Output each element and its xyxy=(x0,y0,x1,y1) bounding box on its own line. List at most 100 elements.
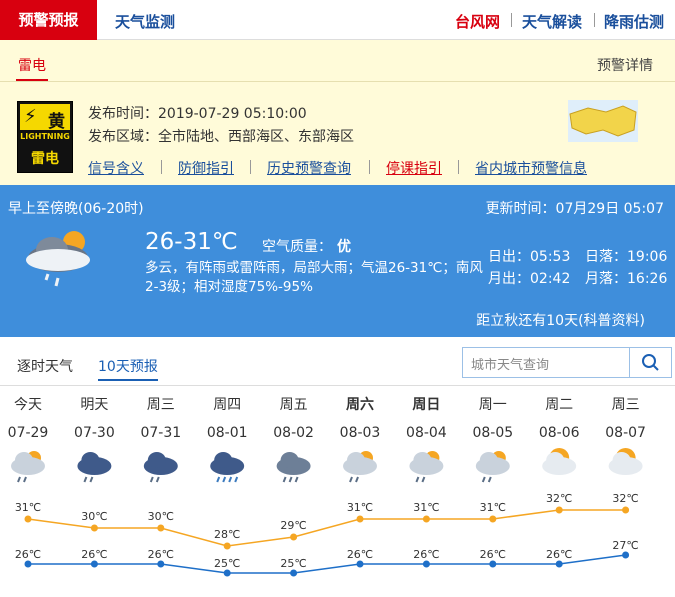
low-label: 26℃ xyxy=(148,548,174,561)
rain xyxy=(17,476,21,483)
search-box[interactable]: 城市天气查询 xyxy=(462,347,631,378)
weekday: 周五 xyxy=(280,397,308,413)
low-point xyxy=(356,560,364,568)
rain xyxy=(349,476,353,483)
signal-level: 黄 xyxy=(48,112,65,132)
separator xyxy=(161,160,162,174)
warning-link[interactable]: 停课指引 xyxy=(386,161,442,177)
high-label: 31℃ xyxy=(347,501,373,514)
high-label: 31℃ xyxy=(480,501,506,514)
high-label: 32℃ xyxy=(612,492,638,505)
weather-icon xyxy=(343,451,377,483)
high-label: 28℃ xyxy=(214,528,240,541)
date: 08-02 xyxy=(273,425,314,441)
low-point xyxy=(157,560,165,568)
date: 08-03 xyxy=(340,425,381,441)
nav-active-tab[interactable]: 预警预报 xyxy=(0,0,97,40)
air-quality: 优 xyxy=(337,239,351,255)
high-point xyxy=(489,515,497,523)
weather-icon xyxy=(276,452,311,483)
signal-name: 雷电 xyxy=(31,151,59,167)
issue-area: 发布区域：全市陆地、西部海区、东部海区 xyxy=(88,129,354,145)
tab-underline xyxy=(98,379,158,381)
weekday: 周日 xyxy=(412,397,440,413)
cloud xyxy=(612,452,631,468)
high-line xyxy=(27,509,626,547)
rain xyxy=(89,476,94,483)
temperature: 26-31℃ xyxy=(145,229,238,255)
signal-label: LIGHTNING xyxy=(20,132,70,141)
tab-active[interactable]: 10天预报 xyxy=(98,359,158,375)
weather-icon xyxy=(11,451,45,483)
detail-link[interactable]: 预警详情 xyxy=(597,58,653,74)
date: 07-30 xyxy=(74,425,115,441)
period: 早上至傍晚(06-20时) xyxy=(8,201,144,217)
high-point xyxy=(223,542,231,550)
issue-time: 发布时间：2019-07-29 05:10:00 xyxy=(88,106,307,122)
weekday: 周一 xyxy=(479,397,507,413)
high-label: 32℃ xyxy=(546,492,572,505)
separator xyxy=(594,13,595,27)
signal-top xyxy=(20,104,70,130)
nav-link[interactable]: 台风网 xyxy=(455,13,501,31)
tab[interactable]: 逐时天气 xyxy=(17,359,73,375)
nav-tab[interactable]: 天气监测 xyxy=(115,13,176,31)
low-point xyxy=(555,560,563,568)
low-point xyxy=(24,560,32,568)
separator xyxy=(458,160,459,174)
rain xyxy=(487,476,492,483)
rain xyxy=(415,476,420,483)
warning-link[interactable]: 信号含义 xyxy=(88,161,144,177)
nav-link[interactable]: 天气解读 xyxy=(522,13,583,31)
weather-icon xyxy=(542,448,577,475)
low-point xyxy=(489,560,497,568)
divider xyxy=(0,385,675,386)
high-point xyxy=(422,515,430,523)
high-label: 31℃ xyxy=(413,501,439,514)
high-point xyxy=(157,524,165,532)
weekday: 周二 xyxy=(545,397,573,413)
high-label: 31℃ xyxy=(15,501,41,514)
nav-link[interactable]: 降雨估测 xyxy=(604,13,665,31)
rain xyxy=(228,476,233,483)
separator xyxy=(250,160,251,174)
low-label: 26℃ xyxy=(347,548,373,561)
tab-underline xyxy=(16,79,48,81)
rain xyxy=(216,476,221,483)
warning-panel xyxy=(0,40,675,185)
moonset: 月落：16:26 xyxy=(585,271,668,287)
date: 08-05 xyxy=(472,425,513,441)
low-label: 26℃ xyxy=(413,548,439,561)
warning-tab[interactable]: 雷电 xyxy=(18,58,46,74)
cloud xyxy=(214,452,233,468)
warning-link[interactable]: 防御指引 xyxy=(178,161,234,177)
rain xyxy=(149,476,154,483)
search-placeholder: 城市天气查询 xyxy=(471,358,550,373)
low-label: 25℃ xyxy=(280,557,306,570)
sunset: 日落：19:06 xyxy=(585,249,668,265)
separator xyxy=(369,160,370,174)
rain xyxy=(288,476,293,483)
weather-icon xyxy=(77,452,112,483)
rain xyxy=(222,476,227,483)
rain xyxy=(155,476,160,483)
rain xyxy=(421,476,426,483)
rain xyxy=(234,476,239,483)
solar-term-link[interactable]: 距立秋还有10天(科普资料) xyxy=(476,313,645,329)
low-label: 26℃ xyxy=(81,548,107,561)
search-button[interactable] xyxy=(629,347,672,378)
low-point xyxy=(290,569,298,577)
nav-bar xyxy=(0,0,675,40)
low-point xyxy=(223,569,231,577)
today-icon xyxy=(26,231,90,287)
cloud xyxy=(413,452,432,468)
today-panel xyxy=(0,185,675,337)
high-label: 30℃ xyxy=(148,510,174,523)
description: 多云，有阵雨或雷阵雨，局部大雨；气温26-31℃；南风2-3级；相对湿度75%-… xyxy=(145,260,483,295)
warning-link[interactable]: 历史预警查询 xyxy=(267,161,351,177)
cloud xyxy=(347,452,365,468)
warning-link[interactable]: 省内城市预警信息 xyxy=(475,161,587,177)
low-label: 25℃ xyxy=(214,557,240,570)
rain xyxy=(83,476,88,483)
low-label: 27℃ xyxy=(612,539,638,552)
